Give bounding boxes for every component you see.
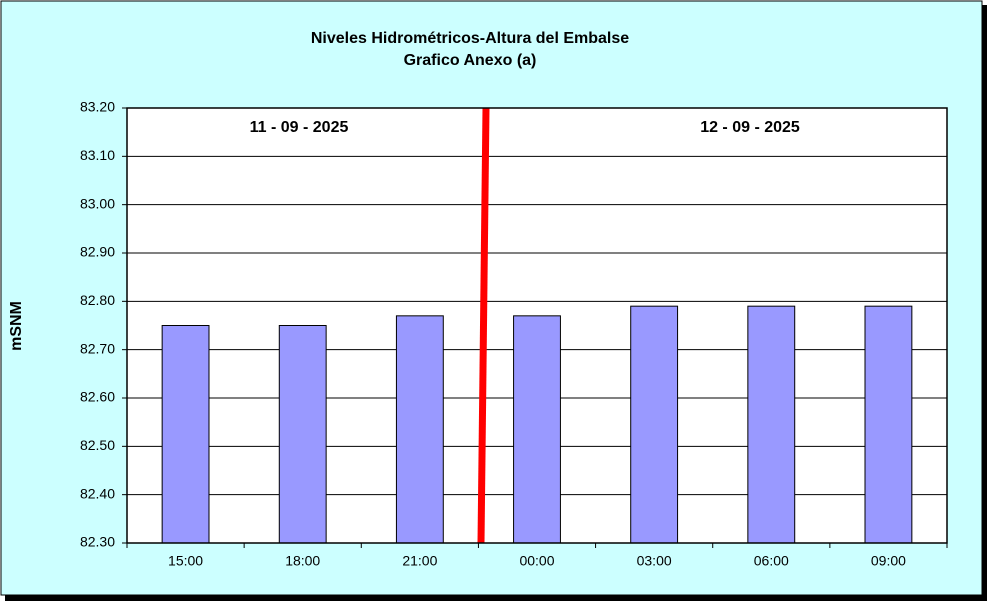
y-tick-label: 82.80	[80, 292, 115, 308]
y-tick-label: 82.60	[80, 389, 115, 405]
bar	[630, 305, 679, 544]
chart-subtitle: Grafico Anexo (a)	[404, 52, 537, 69]
x-tick-label: 03:00	[637, 553, 672, 569]
x-tick-label: 09:00	[871, 553, 906, 569]
annotation: 12 - 09 - 2025	[700, 119, 800, 136]
y-tick-label: 82.40	[80, 485, 115, 501]
day-separator	[477, 107, 490, 544]
y-tick-label: 82.50	[80, 437, 115, 453]
x-tick-label: 18:00	[285, 553, 320, 569]
y-tick-label: 82.70	[80, 340, 115, 356]
y-tick-label: 82.30	[80, 534, 115, 550]
y-tick-label: 82.90	[80, 244, 115, 260]
y-tick-label: 83.10	[80, 147, 115, 163]
x-tick-label: 15:00	[168, 553, 203, 569]
plot-border	[126, 107, 948, 544]
x-tick-label: 21:00	[402, 553, 437, 569]
annotation: 11 - 09 - 2025	[250, 119, 349, 136]
bar	[513, 315, 561, 544]
bar	[864, 305, 913, 544]
y-tick-label: 83.20	[80, 99, 115, 115]
bar	[747, 305, 796, 544]
chart-title: Niveles Hidrométricos-Altura del Embalse	[311, 30, 629, 47]
bar	[161, 325, 210, 544]
y-axis-label: mSNM	[8, 301, 25, 351]
x-tick-label: 00:00	[519, 553, 554, 569]
bar	[395, 315, 444, 544]
y-tick-label: 83.00	[80, 195, 115, 211]
bar	[278, 325, 327, 544]
x-tick-label: 06:00	[754, 553, 789, 569]
